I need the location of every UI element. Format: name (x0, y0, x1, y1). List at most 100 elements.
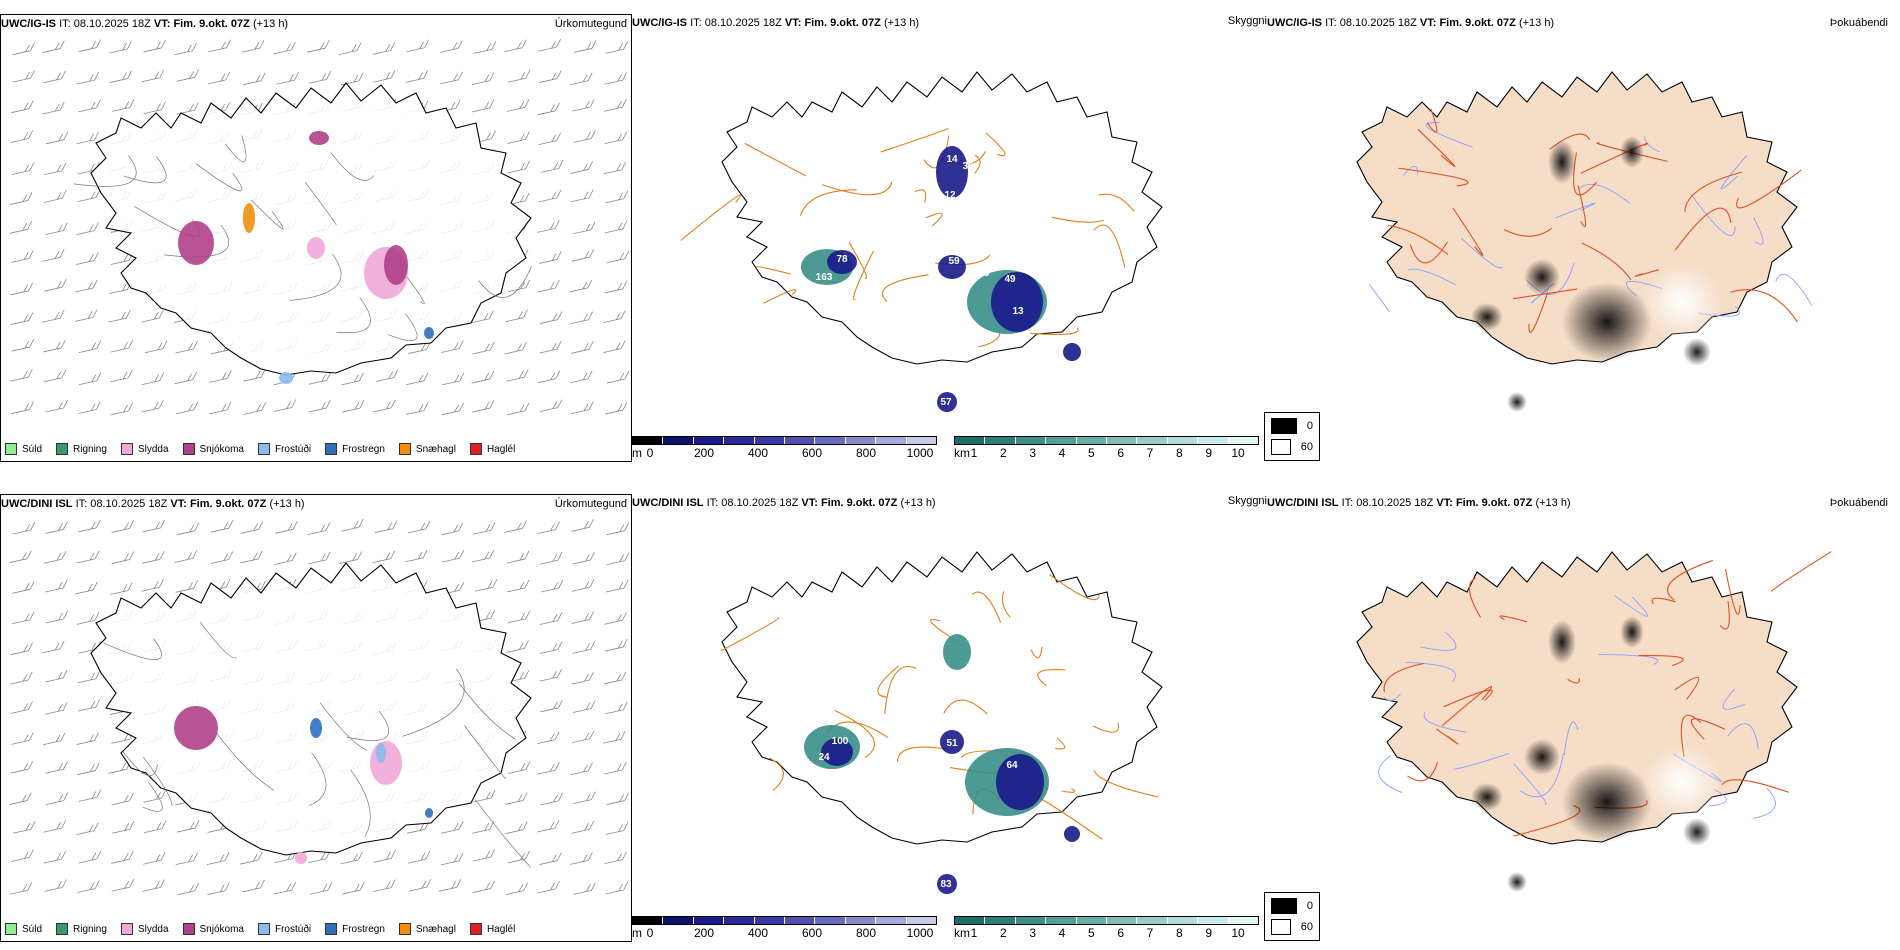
precip-legend-item: Súld (5, 443, 42, 455)
wind-barb (341, 399, 365, 413)
wind-barb (76, 222, 99, 235)
wind-barb (75, 581, 98, 595)
ceiling-area (996, 754, 1044, 810)
wind-barb (111, 878, 135, 892)
fog-area (1683, 818, 1711, 846)
road-line (1093, 224, 1126, 268)
vis-scale-top: 1 2 3 4 5 6 7 8 9 10 km (954, 436, 1259, 460)
river-line (1579, 183, 1631, 204)
wind-barb (373, 70, 396, 83)
road-line (1638, 654, 1684, 667)
wind-barb (538, 38, 561, 52)
river-line (1722, 688, 1745, 710)
wind-barb (141, 69, 165, 83)
wind-barb (441, 372, 465, 386)
colorbar-cell (724, 917, 755, 924)
wind-barb (372, 550, 396, 564)
road-line (1030, 647, 1043, 659)
wind-barb (573, 221, 596, 235)
wind-barb (243, 368, 266, 382)
wind-barb (45, 521, 68, 534)
road-line (1093, 769, 1159, 798)
road-line (853, 250, 874, 300)
wind-barb (174, 550, 198, 563)
wind-barb (177, 819, 200, 833)
wind-barb (507, 160, 530, 174)
colorbar-cell (815, 437, 846, 444)
wind-barb (45, 131, 69, 145)
wind-barb (207, 882, 230, 896)
wind-barb (440, 522, 464, 536)
colorbar-cell (985, 917, 1016, 924)
param-visibility-bottom: Skyggni (1227, 495, 1267, 507)
precip-area (307, 237, 325, 259)
wind-barb (109, 70, 132, 83)
colorbar-tick: 6 (1117, 446, 1124, 460)
colorbar-tick: 7 (1146, 926, 1154, 940)
road-line (1098, 193, 1135, 212)
wind-barb (506, 640, 529, 653)
param-precip-top: Úrkomutegund (554, 18, 627, 30)
colorbar-cell (785, 917, 816, 924)
legend-label: Súld (22, 443, 43, 455)
wind-barb (472, 848, 496, 862)
wind-barb (78, 99, 101, 113)
wind-barb (375, 369, 399, 382)
wind-barb (111, 520, 134, 533)
ceiling-value: 79 (978, 268, 990, 279)
fog-panel-bottom: UWC/DINI ISL IT: 08.10.2025 18Z VT: Fim.… (1264, 494, 1900, 942)
colorbar-tick: 200 (693, 446, 715, 460)
colorbar-tick: 4 (1058, 446, 1066, 460)
wind-barb (44, 879, 67, 892)
wind-barb (208, 39, 231, 53)
precip-legend-item: Snæhagl (398, 443, 456, 455)
colorbar-tick: 10 (1231, 926, 1245, 940)
road-line (1674, 207, 1732, 251)
wind-barb (76, 822, 99, 836)
precip-legend-item: Súld (5, 923, 42, 935)
river-line (1720, 155, 1747, 190)
iceland-map (90, 562, 532, 868)
wind-barb (603, 340, 626, 353)
legend-swatch (257, 923, 270, 935)
road-line (943, 699, 988, 715)
wind-barb (43, 369, 67, 383)
wind-barb (505, 882, 529, 895)
precip-area (178, 221, 214, 265)
colorbar-tick: 6 (1117, 926, 1124, 940)
wind-barb (76, 131, 99, 145)
wind-barb (143, 820, 167, 834)
road-line (478, 266, 532, 298)
wind-barb (43, 551, 67, 564)
wind-barb (602, 731, 626, 744)
colorbar-tick: 0 (646, 926, 654, 940)
wind-barb (406, 39, 430, 53)
colorbar-cell (876, 917, 907, 924)
legend-label: Slydda (137, 443, 169, 455)
vis-ticks: 1 2 3 4 5 6 7 8 9 10 (954, 925, 1259, 940)
wind-barb (572, 98, 595, 112)
road-line (1674, 676, 1700, 700)
fog-area (1548, 140, 1576, 184)
road-line (308, 752, 327, 806)
fog-legend-row: 0 (1271, 418, 1313, 434)
wind-barb (143, 101, 166, 114)
wind-barb (441, 549, 465, 563)
wind-barb (142, 879, 165, 892)
wind-barb (11, 732, 34, 745)
wind-barb (473, 522, 496, 535)
legend-swatch (5, 923, 17, 935)
wind-barb (75, 309, 98, 322)
wind-barb (340, 72, 364, 86)
legend-swatch (120, 443, 133, 455)
wind-barb (10, 368, 33, 382)
precip-area (424, 327, 434, 339)
wind-barb (606, 792, 630, 805)
road-line (350, 769, 371, 838)
legend-label: Frostregn (342, 443, 385, 455)
wind-barb (240, 521, 264, 534)
wind-barb (9, 550, 32, 564)
wind-barb (507, 761, 531, 774)
wind-barb (604, 131, 628, 145)
ceiling-value: 54 (1024, 742, 1036, 753)
